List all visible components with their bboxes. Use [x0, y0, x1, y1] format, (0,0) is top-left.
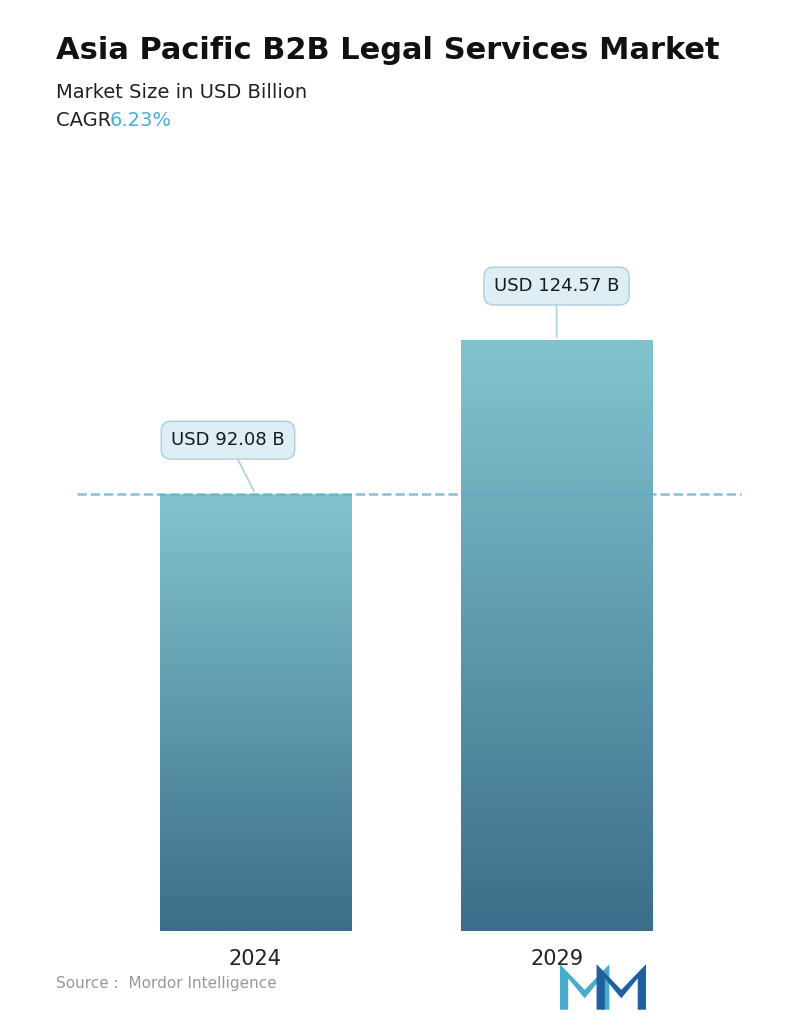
Text: USD 124.57 B: USD 124.57 B [494, 277, 619, 337]
Text: 6.23%: 6.23% [110, 111, 172, 129]
Text: Source :  Mordor Intelligence: Source : Mordor Intelligence [56, 975, 276, 991]
Text: Asia Pacific B2B Legal Services Market: Asia Pacific B2B Legal Services Market [56, 36, 720, 65]
Polygon shape [596, 964, 646, 1009]
Text: CAGR: CAGR [56, 111, 117, 129]
Text: USD 92.08 B: USD 92.08 B [171, 431, 285, 491]
Text: Market Size in USD Billion: Market Size in USD Billion [56, 83, 306, 101]
Polygon shape [560, 964, 610, 1009]
